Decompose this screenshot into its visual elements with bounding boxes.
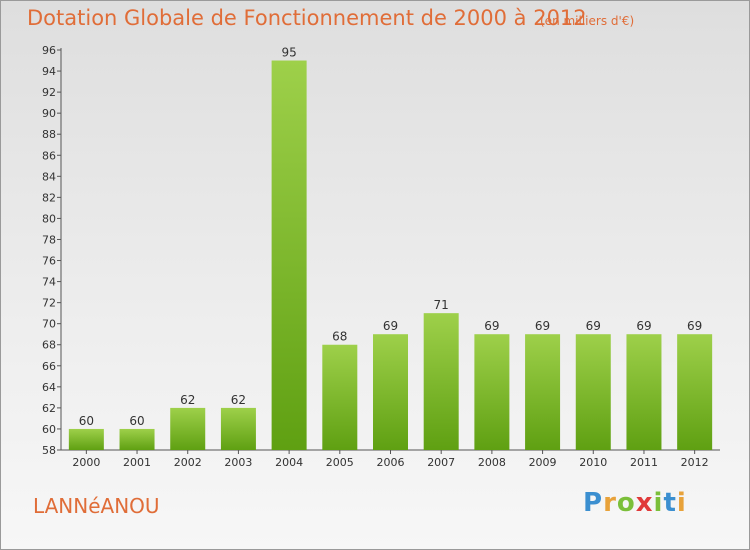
y-tick-label: 60: [42, 423, 56, 436]
logo-letter: o: [616, 488, 636, 518]
bar-2003: [220, 407, 256, 450]
x-tick-label-2007: 2007: [427, 456, 455, 469]
x-tick-label-2004: 2004: [275, 456, 303, 469]
y-tick-label: 94: [42, 65, 56, 78]
value-label-2009: 69: [535, 319, 550, 333]
x-tick-label-2011: 2011: [630, 456, 658, 469]
y-tick-label: 74: [42, 276, 56, 289]
chart-title: Dotation Globale de Fonctionnement de 20…: [27, 6, 587, 30]
y-tick-label: 68: [42, 339, 56, 352]
y-tick-label: 90: [42, 107, 56, 120]
value-label-2002: 62: [180, 393, 195, 407]
proxiti-logo: Proxiti: [583, 488, 687, 518]
logo-letter: i: [676, 488, 687, 518]
y-tick-label: 82: [42, 191, 56, 204]
value-label-2001: 60: [129, 414, 144, 428]
logo-letter: t: [663, 488, 677, 518]
value-label-2005: 68: [332, 330, 347, 344]
x-tick-label-2010: 2010: [579, 456, 607, 469]
commune-name: LANNéANOU: [33, 494, 160, 518]
value-label-2010: 69: [586, 319, 601, 333]
y-tick-label: 64: [42, 381, 56, 394]
bar-2004: [271, 60, 307, 451]
bar-2005: [322, 344, 358, 450]
x-tick-label-2006: 2006: [377, 456, 405, 469]
logo-letter: r: [603, 488, 617, 518]
y-tick-label: 72: [42, 297, 56, 310]
bar-2006: [373, 334, 408, 450]
x-tick-label-2005: 2005: [326, 456, 354, 469]
x-tick-label-2000: 2000: [72, 456, 100, 469]
value-label-2012: 69: [687, 319, 702, 333]
y-tick-label: 96: [42, 44, 56, 57]
value-label-2003: 62: [231, 393, 246, 407]
y-tick-label: 76: [42, 255, 56, 268]
y-tick-label: 92: [42, 86, 56, 99]
y-tick-label: 88: [42, 128, 56, 141]
y-tick-label: 80: [42, 212, 56, 225]
x-tick-label-2002: 2002: [174, 456, 202, 469]
value-label-2007: 71: [434, 298, 449, 312]
x-tick-label-2001: 2001: [123, 456, 151, 469]
y-tick-label: 78: [42, 233, 56, 246]
x-tick-label-2003: 2003: [224, 456, 252, 469]
bar-2000: [68, 428, 104, 450]
bar-2002: [170, 407, 206, 450]
logo-letter: i: [653, 488, 664, 518]
y-tick-label: 84: [42, 170, 56, 183]
bar-2011: [626, 334, 662, 450]
y-tick-label: 70: [42, 318, 56, 331]
bar-2001: [119, 428, 155, 450]
bar-2009: [525, 334, 561, 450]
x-tick-label-2012: 2012: [681, 456, 709, 469]
value-label-2011: 69: [636, 319, 651, 333]
x-tick-label-2008: 2008: [478, 456, 506, 469]
bar-2008: [474, 334, 510, 450]
value-label-2008: 69: [484, 319, 499, 333]
y-tick-label: 86: [42, 149, 56, 162]
value-label-2000: 60: [79, 414, 94, 428]
y-tick-label: 58: [42, 444, 56, 457]
bar-2010: [575, 334, 611, 450]
logo-letter: P: [583, 488, 604, 518]
bar-2012: [677, 334, 713, 450]
logo-letter: x: [635, 488, 654, 518]
bar-2007: [423, 313, 459, 450]
value-label-2006: 69: [383, 319, 398, 333]
y-tick-label: 66: [42, 360, 56, 373]
value-label-2004: 95: [281, 46, 296, 60]
chart-unit-label: (en milliers d'€): [540, 14, 635, 28]
x-tick-label-2009: 2009: [529, 456, 557, 469]
y-tick-label: 62: [42, 402, 56, 415]
